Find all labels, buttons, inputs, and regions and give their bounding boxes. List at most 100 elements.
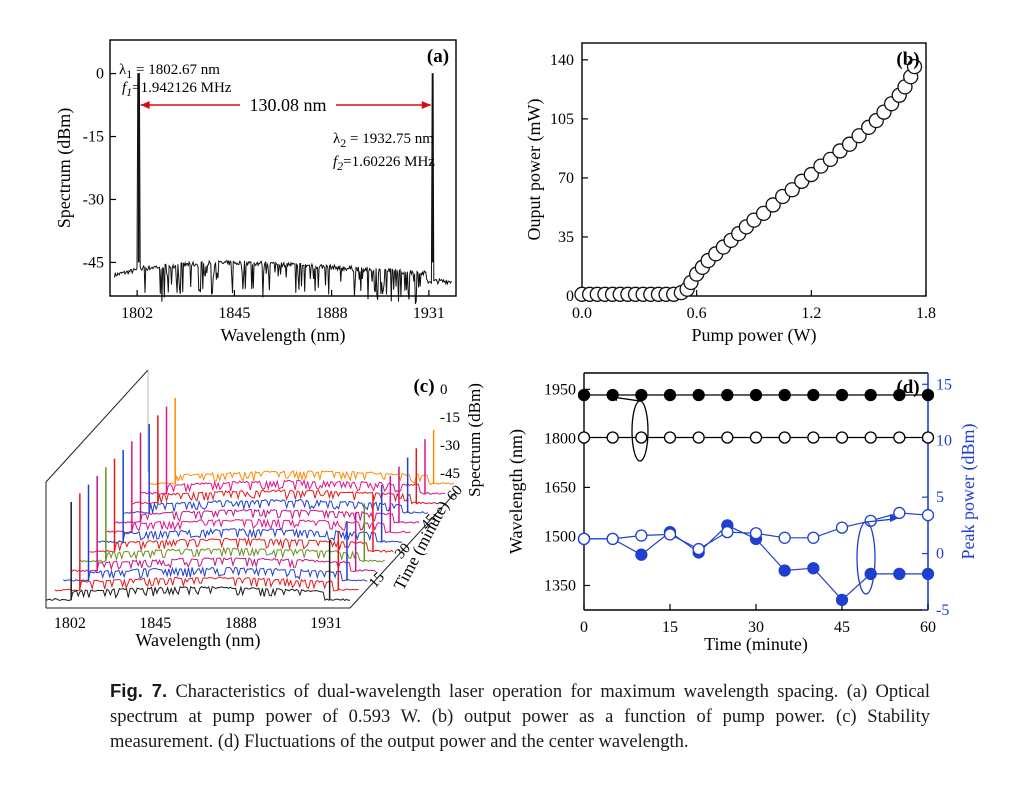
arrow-head [890, 514, 899, 522]
x-tick-label: 45 [834, 619, 850, 636]
plot-frame [109, 39, 457, 297]
data-point [635, 548, 648, 561]
y-axis-label: Wavelength (nm) [506, 429, 527, 554]
caption-text: Characteristics of dual-wavelength laser… [110, 682, 930, 752]
panel-label: (a) [427, 46, 449, 67]
spectrum-slice [97, 527, 403, 544]
y-tick-label: 1800 [544, 430, 576, 447]
x-tick-label: 30 [748, 619, 764, 636]
y-tick-label: 1350 [544, 577, 576, 594]
data-point [921, 431, 935, 444]
x-tick-label: 1888 [225, 615, 257, 632]
data-point [807, 531, 820, 544]
x-tick-label: 1931 [413, 305, 445, 322]
z-tick-label: -45 [440, 466, 460, 482]
x-tick-label: 1931 [310, 615, 342, 632]
y-tick-label: 35 [558, 229, 574, 246]
spectrum-slice [62, 566, 368, 582]
spectrum-slice [141, 478, 446, 495]
data-point [755, 205, 772, 222]
annotation-lambda1: λ1 = 1802.67 nm [119, 62, 220, 81]
y-tick-label: -45 [83, 254, 104, 271]
y-axis-label: Spectrum (dBm) [54, 108, 75, 228]
data-point [635, 431, 648, 444]
y-tick-label: 1650 [544, 479, 576, 496]
y-tick-label: 1500 [544, 528, 576, 545]
z-tick-label: -15 [440, 410, 460, 426]
spectrum-slice [149, 469, 455, 486]
data-point [692, 542, 705, 556]
spacing-label: 130.08 nm [249, 95, 326, 115]
spectrum-slice [132, 489, 438, 505]
figure-caption: Fig. 7. Characteristics of dual-waveleng… [110, 678, 930, 755]
data-point [835, 521, 849, 534]
spectrum-slice [106, 518, 411, 534]
y-tick-label: 105 [550, 111, 574, 128]
y-right-tick-label: 5 [936, 489, 944, 506]
spectrum-slice [123, 499, 429, 515]
spectrum-slice [80, 546, 385, 563]
y-right-tick-label: 10 [936, 433, 952, 450]
data-point [822, 151, 839, 168]
y-tick-label: 0 [96, 66, 104, 83]
y-right-tick-label: 15 [936, 376, 952, 393]
plot-frame [581, 42, 927, 297]
data-point [606, 431, 619, 444]
x-tick-label: 15 [662, 619, 678, 636]
data-point [835, 388, 849, 402]
y-tick-label: -15 [83, 129, 104, 146]
x-tick-label: 1.2 [801, 305, 821, 322]
data-point [692, 431, 705, 444]
data-point [807, 562, 820, 575]
data-point [851, 128, 867, 144]
y-tick-label: 1950 [544, 381, 576, 398]
data-point [921, 388, 935, 402]
arrow-head [608, 393, 617, 401]
x-axis-label: Wavelength (nm) [135, 630, 260, 651]
data-point [663, 388, 677, 402]
spectrum-trace [114, 73, 452, 304]
z-axis-label: Spectrum (dBm) [465, 383, 484, 497]
data-point [749, 431, 763, 444]
series-ellipse-right [856, 521, 876, 595]
data-point [692, 388, 705, 402]
panel-label: (d) [896, 377, 919, 398]
data-point [784, 182, 800, 198]
data-point [841, 136, 858, 152]
x-tick-label: 0 [580, 619, 588, 636]
figure-label: Fig. 7. [110, 680, 168, 701]
data-point [721, 388, 734, 402]
panel-label: (c) [413, 376, 434, 397]
panel-b: 0.0 0.6 1.2 1.8 0 35 70 105 140 Pump power (W) Oup… [524, 42, 936, 346]
data-point [921, 567, 935, 581]
data-point [906, 58, 923, 75]
data-point [835, 431, 849, 444]
data-point [778, 531, 791, 544]
x-tick-label: 1802 [121, 305, 153, 322]
data-point [778, 431, 791, 444]
x-tick-label: 1888 [316, 305, 348, 322]
x-tick-label: 1.8 [916, 305, 936, 322]
data-point [778, 388, 791, 402]
data-point [765, 197, 781, 213]
y-tick-label: 70 [558, 170, 574, 187]
x-axis-label: Wavelength (nm) [220, 325, 345, 346]
panel-a: 1802 1845 1888 1931 0 -15 -30 -45 Wavelength (nm… [54, 39, 457, 346]
data-point [921, 509, 935, 522]
x-tick-label: 0.6 [687, 305, 707, 322]
y-right-tick-label: 0 [936, 546, 944, 563]
x-tick-label: 1845 [218, 305, 250, 322]
arrow-right-line [865, 518, 895, 523]
arrow-head [140, 101, 150, 109]
spectrum-slice [89, 536, 394, 553]
data-point [721, 525, 734, 539]
frame-edge [349, 491, 457, 609]
data-point [577, 431, 591, 444]
data-point [893, 567, 906, 581]
y-right-axis-label: Peak power (dBm) [958, 424, 979, 560]
data-point [807, 388, 820, 402]
data-point [749, 527, 763, 540]
annotation-lambda2: λ2 = 1932.75 nm [333, 131, 434, 150]
panel-label: (b) [896, 49, 919, 70]
frame-edge [45, 369, 149, 483]
